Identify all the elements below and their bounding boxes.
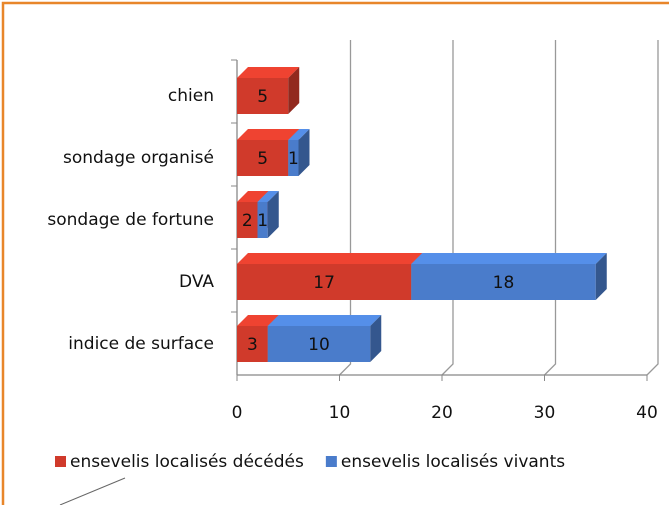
grid-line — [441, 40, 454, 376]
bar-top — [267, 315, 382, 326]
x-tick-label: 10 — [329, 403, 351, 423]
bar-top — [411, 253, 607, 264]
legend-label: ensevelis localisés décédés — [70, 452, 304, 472]
legend-swatch — [325, 456, 337, 467]
value-label: 18 — [493, 273, 515, 293]
value-label: 2 — [242, 211, 253, 231]
bar — [288, 140, 299, 176]
y-tick-label: DVA — [179, 272, 214, 292]
bar — [411, 264, 596, 300]
bar-top — [237, 129, 300, 140]
x-tick-label: 0 — [232, 403, 243, 423]
y-tick-label: sondage organisé — [63, 148, 214, 168]
value-label: 17 — [313, 273, 335, 293]
value-label: 3 — [247, 335, 258, 355]
bar-top — [237, 253, 423, 264]
bar-top — [237, 191, 269, 202]
bar-top — [288, 129, 310, 140]
value-label: 5 — [257, 87, 268, 107]
x-tick-label: 30 — [534, 403, 556, 423]
y-tick-label: chien — [168, 86, 214, 106]
bar-side — [298, 129, 310, 176]
bar — [237, 202, 258, 238]
bar-top — [237, 315, 279, 326]
bar — [237, 78, 289, 114]
grid-line — [339, 40, 352, 376]
x-tick-label: 20 — [431, 403, 453, 423]
bar — [267, 326, 371, 362]
bar — [237, 264, 412, 300]
bar — [237, 140, 289, 176]
annotation-stroke — [59, 477, 126, 505]
bar — [237, 326, 268, 362]
bar-side — [595, 253, 607, 300]
bar-top — [257, 191, 279, 202]
x-tick-label: 40 — [636, 403, 658, 423]
y-tick-label: indice de surface — [68, 334, 214, 354]
legend-label: ensevelis localisés vivants — [341, 452, 565, 472]
y-tick-label: sondage de fortune — [47, 210, 214, 230]
value-label: 1 — [257, 211, 268, 231]
grid-line — [646, 40, 659, 376]
bar-top — [237, 67, 300, 78]
legend-swatch — [55, 456, 66, 467]
bar-side — [267, 191, 279, 238]
bar-side — [370, 315, 382, 362]
grid-line — [544, 40, 557, 376]
value-label: 1 — [288, 149, 299, 169]
bar — [257, 202, 268, 238]
bar-side — [288, 67, 300, 114]
value-label: 5 — [257, 149, 268, 169]
value-label: 10 — [308, 335, 330, 355]
